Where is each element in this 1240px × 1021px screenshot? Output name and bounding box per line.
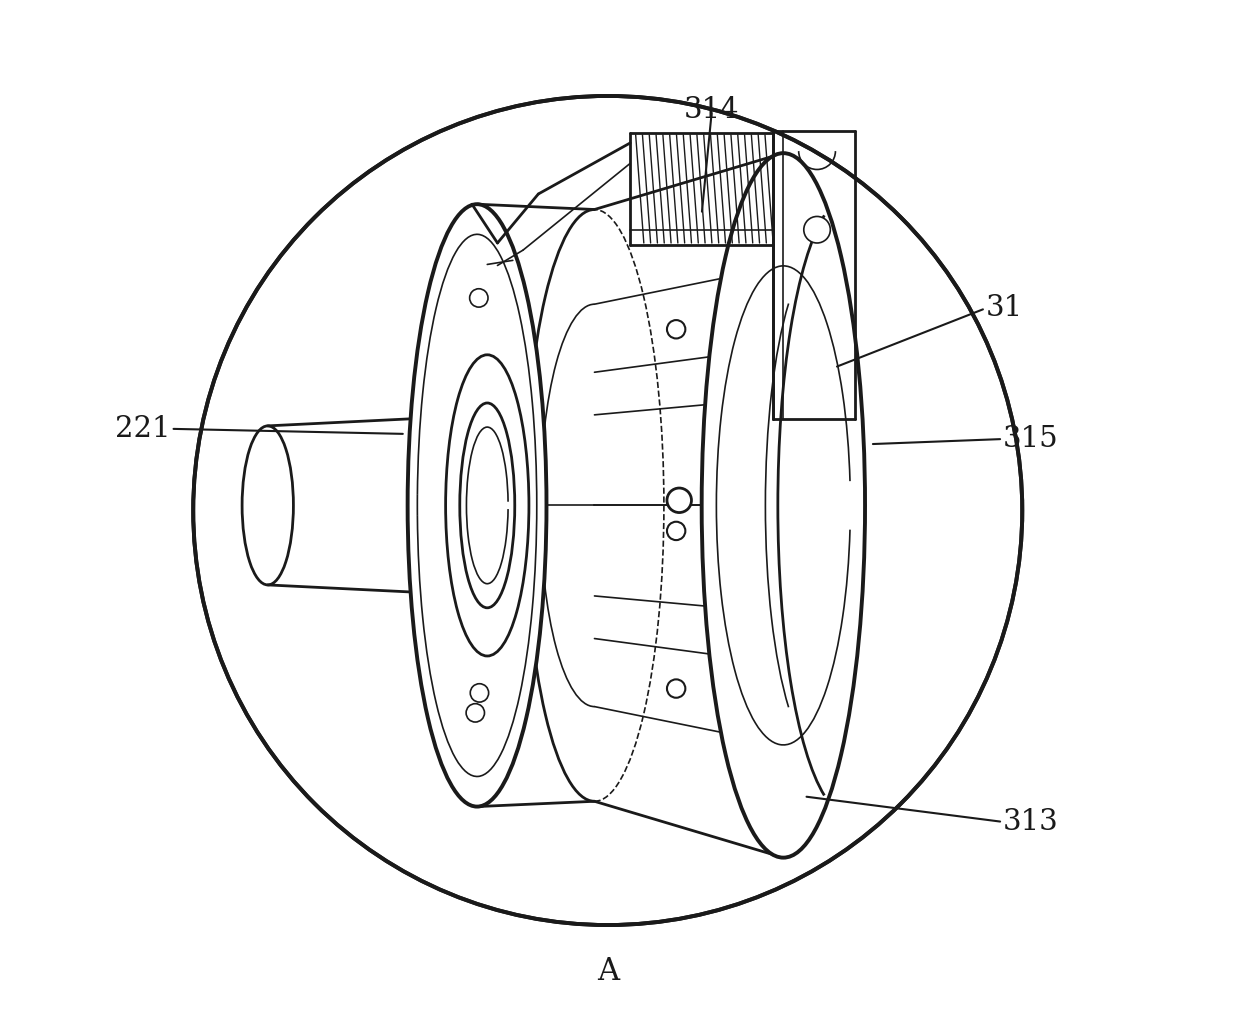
Ellipse shape: [667, 321, 686, 339]
Ellipse shape: [242, 426, 294, 585]
Ellipse shape: [702, 153, 866, 858]
Ellipse shape: [193, 96, 1022, 925]
Text: 221: 221: [115, 415, 171, 443]
Text: 315: 315: [1003, 425, 1059, 453]
Text: 31: 31: [986, 294, 1023, 323]
Ellipse shape: [804, 216, 831, 243]
Ellipse shape: [667, 488, 692, 513]
Text: 314: 314: [684, 96, 740, 125]
Ellipse shape: [667, 679, 686, 697]
Ellipse shape: [408, 204, 547, 807]
Ellipse shape: [445, 355, 529, 657]
Ellipse shape: [667, 522, 686, 540]
Ellipse shape: [466, 703, 485, 722]
Ellipse shape: [470, 684, 489, 702]
Ellipse shape: [470, 289, 489, 307]
Ellipse shape: [460, 403, 515, 607]
Text: 313: 313: [1003, 808, 1059, 836]
Text: A: A: [596, 957, 619, 987]
